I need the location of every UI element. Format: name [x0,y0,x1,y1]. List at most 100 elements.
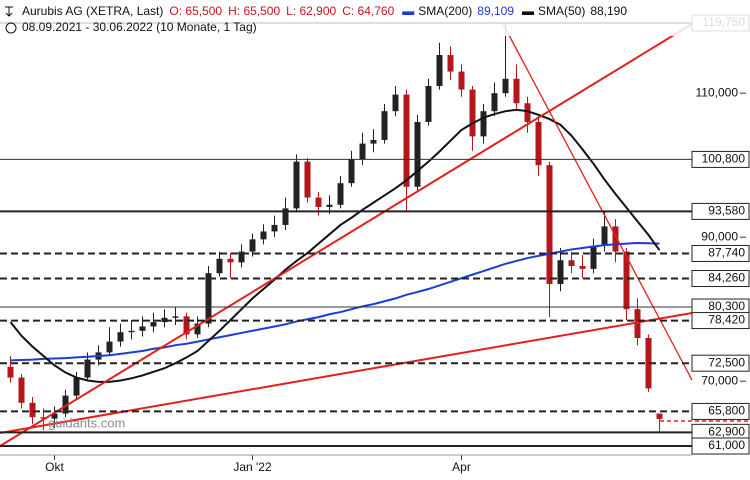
candle-body [370,139,377,144]
header-text: SMA(200) [418,4,472,18]
candle-body [524,103,531,122]
candle-body [623,251,630,310]
level-label: 87,740 [708,246,745,260]
header: Aurubis AG (XETRA, Last) O: 65,500 H: 65,5… [0,0,750,36]
level-label: 84,260 [708,271,745,285]
level-box [691,402,750,420]
candle-body [260,231,267,240]
candle-body [579,265,586,269]
x-tick-label: Jan '22 [233,460,272,474]
candle-body [293,161,300,209]
candle-body [590,245,597,269]
trend-line [0,312,693,434]
candle-body [62,395,69,414]
candle-body [139,326,146,331]
candle-body [282,208,289,225]
candle-body [73,377,80,396]
candle-body [304,161,311,198]
clock-icon [5,22,17,34]
candle-body [381,111,388,140]
candle-body [326,204,333,207]
header-text: L: 62,900 [286,4,336,18]
candle-body [458,71,465,90]
level-box [691,150,750,168]
candle-body [128,330,135,333]
level-label: 61,000 [708,438,745,452]
header-text: Aurubis AG (XETRA, Last) [22,4,163,18]
icon [5,6,13,17]
candle-body [436,55,443,86]
candle-body [161,317,168,323]
candle-body [238,251,245,263]
level-label: 72,500 [708,355,745,369]
candle-body [469,89,476,137]
y-tick-label: 110,000 [696,85,739,99]
trend-line [0,23,693,447]
header-text: C: 64,760 [342,4,394,18]
candle-body [172,316,179,318]
level-box [691,244,750,262]
candle-body [425,85,432,122]
candle-body [656,413,663,419]
header-text: H: 65,500 [228,4,280,18]
legend-marker: ▬ [402,4,414,18]
level-box [691,202,750,220]
header-text: O: 65,500 [169,4,222,18]
candle-body [205,273,212,324]
header-bg [0,0,750,36]
plot-area: 70,000 90,000 110,000 Okt Jan '22 Apr [7,22,746,474]
candle-body [227,258,234,263]
header-text: 88,190 [590,4,627,18]
candle-body [359,143,366,160]
level-label: 80,300 [708,299,745,313]
candle-body [612,226,619,252]
candle-body [315,197,322,207]
candle-body [337,183,344,205]
candle-body [150,322,157,327]
candle-body [51,413,58,419]
candle-body [557,260,564,284]
candle-body [414,121,421,187]
x-tick-label: Okt [45,460,64,474]
candle-body [84,359,91,378]
level-box [691,437,750,455]
sma-line [9,108,661,383]
candle-body [535,121,542,166]
candle-body [249,239,256,252]
level-box [691,270,750,288]
header-line: Aurubis AG (XETRA, Last) O: 65,500 H: 65,5… [22,4,627,18]
header-text: SMA(50) [538,4,585,18]
candle-body [392,94,399,112]
header-text: 89,109 [477,4,514,18]
y-tick-label: 90,000 [701,229,738,243]
level-box [691,312,750,330]
candle-body [513,78,520,104]
candle-body [601,226,608,246]
candle-body [546,165,553,284]
level-label: 78,420 [708,313,745,327]
candle-body [568,260,575,266]
candle-body [634,309,641,338]
candle-body [502,78,509,94]
candle-body [447,55,454,72]
candle-body [183,316,190,335]
candle-body [106,341,113,353]
candle-body [40,417,47,419]
level-label: 93,580 [708,204,745,218]
level-label: 62,900 [708,424,745,438]
candle-body [7,366,14,378]
candle-body [480,111,487,137]
candle-body [271,224,278,232]
x-tick-label: Apr [452,460,471,474]
level-box [691,354,750,372]
candle-body [194,323,201,335]
candle-body [491,93,498,112]
candle-body [348,159,355,184]
date-range: 08.09.2021 - 30.06.2022 (10 Monate, 1 Ta… [22,20,257,34]
candle-body [29,402,36,418]
level-label: 65,800 [708,404,745,418]
candle-body [18,377,25,403]
candle-body [117,332,124,342]
